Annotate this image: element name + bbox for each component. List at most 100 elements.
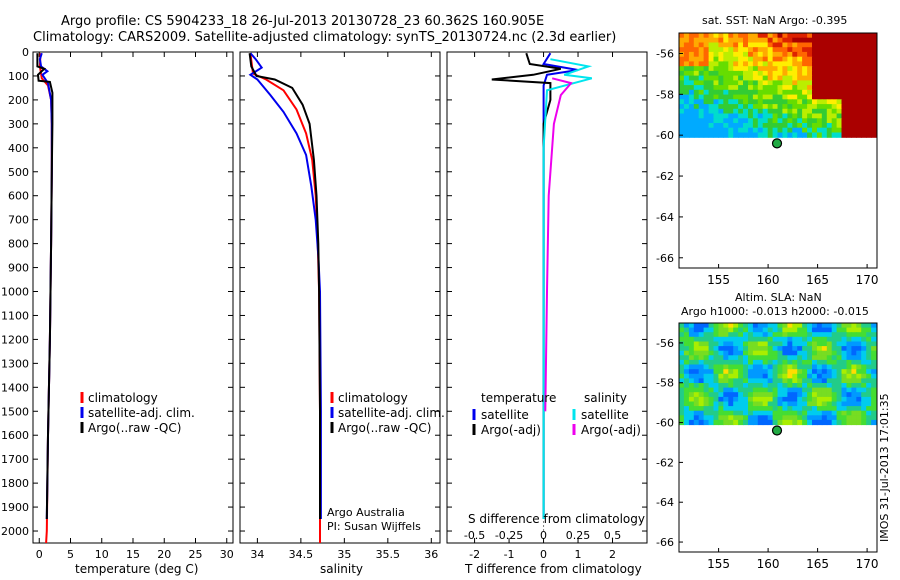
legend-label: Argo(-adj)	[581, 423, 641, 437]
map-cell	[748, 359, 754, 366]
map-cell	[698, 47, 705, 53]
map-cell	[713, 123, 719, 129]
map-cell	[703, 108, 710, 115]
map-cell	[816, 85, 823, 91]
map-cell	[871, 415, 877, 421]
map-cell	[679, 94, 685, 100]
map-cell	[866, 80, 872, 86]
map-cell	[713, 61, 719, 67]
map-cell	[679, 373, 685, 379]
map-cell	[856, 75, 862, 81]
map-cell	[871, 378, 877, 384]
map-cell	[797, 401, 803, 407]
map-cell	[782, 56, 788, 62]
map-cell	[757, 378, 764, 384]
map-cell	[748, 406, 754, 412]
map-cell	[772, 37, 779, 43]
plot-frame-temperature	[32, 51, 234, 544]
map-cell	[871, 373, 877, 379]
map-cell	[792, 42, 798, 48]
map-cell	[826, 99, 833, 105]
map-cell	[748, 66, 754, 72]
map-cell	[757, 383, 764, 389]
map-cell	[762, 392, 769, 398]
map-cell	[807, 383, 813, 389]
map-cell	[728, 336, 734, 342]
map-cell	[683, 373, 690, 379]
map-cell	[861, 369, 867, 375]
map-cell	[821, 118, 828, 124]
map-cell	[767, 350, 774, 356]
map-cell	[826, 364, 833, 370]
map-cell	[831, 419, 838, 426]
x-tick-label-s: 0.5	[604, 529, 622, 542]
map-cell	[792, 61, 798, 67]
map-cell	[718, 396, 724, 403]
map-cell	[871, 108, 877, 115]
map-cell	[688, 387, 695, 393]
map-cell	[841, 410, 847, 416]
map-cell	[871, 56, 877, 62]
map-cell	[841, 113, 847, 119]
map-cell	[821, 89, 828, 96]
map-cell	[757, 359, 764, 366]
map-cell	[723, 401, 729, 407]
map-cell	[777, 108, 783, 115]
map-cell	[767, 364, 774, 370]
map-cell	[713, 359, 719, 366]
map-cell	[782, 118, 788, 124]
map-cell	[846, 80, 852, 86]
map-cell	[846, 373, 852, 379]
map-cell	[871, 350, 877, 356]
map-cell	[693, 94, 700, 100]
map-cell	[777, 89, 783, 96]
map-cell	[772, 51, 779, 58]
map-cell	[831, 85, 838, 91]
map-cell	[698, 396, 705, 403]
map-cell	[723, 410, 729, 416]
map-cell	[792, 85, 798, 91]
map-cell	[802, 123, 808, 129]
map-cell	[743, 327, 749, 333]
map-cell	[752, 392, 759, 398]
map-cell	[831, 75, 838, 81]
map-cell	[748, 70, 754, 77]
map-cell	[782, 327, 788, 333]
map-cell	[821, 396, 828, 403]
map-cell	[871, 113, 877, 119]
map-cell	[693, 42, 700, 48]
map-cell	[688, 132, 695, 138]
map-cell	[812, 346, 818, 352]
map-cell	[846, 396, 852, 403]
map-cell	[728, 85, 734, 91]
x-tick-label: 30	[220, 548, 234, 561]
map-cell	[782, 66, 788, 72]
map-cell	[787, 108, 793, 115]
map-cell	[679, 406, 685, 412]
map-cell	[733, 419, 739, 426]
map-cell	[743, 419, 749, 426]
map-cell	[851, 359, 857, 366]
map-cell	[821, 127, 828, 133]
map-cell	[782, 341, 788, 347]
argo-float-marker	[771, 138, 783, 149]
x-tick-label: 35	[337, 548, 351, 561]
map-cell	[782, 415, 788, 421]
map-cell	[807, 396, 813, 403]
map-cell	[831, 378, 838, 384]
map-cell	[733, 383, 739, 389]
map-cell	[698, 383, 705, 389]
map-cell	[856, 350, 862, 356]
map-cell	[688, 94, 695, 100]
map-cell	[713, 341, 719, 347]
map-cell	[703, 75, 710, 81]
map-cell	[846, 369, 852, 375]
map-cell	[693, 410, 700, 416]
map-cell	[708, 56, 715, 62]
map-cell	[841, 108, 847, 115]
map-cell	[807, 66, 813, 72]
map-cell	[767, 346, 774, 352]
map-cell	[688, 75, 695, 81]
map-cell	[846, 123, 852, 129]
legend-label: satellite-adj. clim.	[88, 406, 195, 420]
